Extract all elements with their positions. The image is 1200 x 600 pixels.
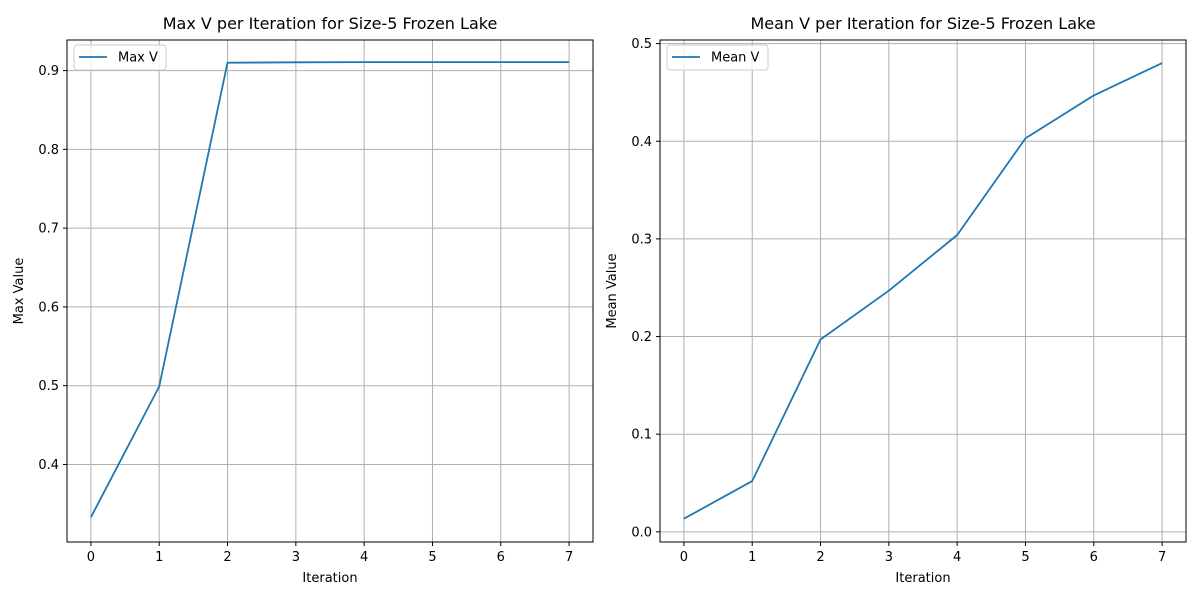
- x-axis-label: Iteration: [895, 571, 950, 586]
- y-tick-label: 0.4: [631, 135, 652, 150]
- series-line: [683, 62, 1163, 520]
- legend-frame: [73, 44, 167, 71]
- x-tick-label: 4: [360, 550, 368, 565]
- y-tick-label: 0.8: [38, 143, 59, 158]
- chart-title: Max V per Iteration for Size-5 Frozen La…: [163, 14, 498, 33]
- legend-label: Max V: [118, 51, 158, 66]
- y-tick-label: 0.6: [38, 300, 59, 315]
- x-tick-label: 5: [428, 550, 436, 565]
- y-tick-label: 0.5: [38, 379, 59, 394]
- max-v-chart: 0 1 2 3 4 5 6 7 0.4 0.5 0.6 0.7 0.8 0.9 Max V per Iter…: [12, 14, 594, 586]
- x-tick-label: 0: [680, 550, 688, 565]
- x-tick-label: 3: [885, 550, 893, 565]
- chart-title: Mean V per Iteration for Size-5 Frozen L…: [750, 14, 1095, 33]
- legend: Mean V: [666, 44, 769, 71]
- y-tick-label: 0.3: [631, 232, 652, 247]
- legend-label: Mean V: [711, 51, 760, 66]
- y-axis-label: Mean Value: [605, 253, 620, 328]
- y-tick-label: 0.0: [631, 525, 652, 540]
- legend: Max V: [73, 44, 167, 71]
- x-tick-label: 7: [1158, 550, 1166, 565]
- y-tick-label: 0.4: [38, 458, 59, 473]
- legend-frame: [666, 44, 769, 71]
- plot-frame: [66, 39, 594, 543]
- x-tick-label: 1: [748, 550, 756, 565]
- mean-v-chart: 0 1 2 3 4 5 6 7 0.0 0.1 0.2 0.3 0.4 0.5 Mean V per Ite…: [605, 14, 1187, 586]
- x-tick-label: 4: [953, 550, 961, 565]
- x-tick-label: 1: [155, 550, 163, 565]
- x-axis-label: Iteration: [302, 571, 357, 586]
- y-tick-label: 0.7: [38, 222, 59, 237]
- x-tick-label: 7: [565, 550, 573, 565]
- y-tick-label: 0.5: [631, 37, 652, 52]
- x-tick-label: 5: [1021, 550, 1029, 565]
- x-tick-label: 2: [223, 550, 231, 565]
- plot-frame: [659, 39, 1187, 543]
- x-tick-label: 2: [816, 550, 824, 565]
- y-tick-label: 0.2: [631, 330, 652, 345]
- x-tick-label: 3: [292, 550, 300, 565]
- x-tick-label: 0: [87, 550, 95, 565]
- series-line: [90, 61, 570, 518]
- y-tick-label: 0.9: [38, 64, 59, 79]
- y-axis-label: Max Value: [12, 258, 27, 325]
- x-tick-label: 6: [1090, 550, 1098, 565]
- y-tick-label: 0.1: [631, 428, 652, 443]
- x-tick-label: 6: [497, 550, 505, 565]
